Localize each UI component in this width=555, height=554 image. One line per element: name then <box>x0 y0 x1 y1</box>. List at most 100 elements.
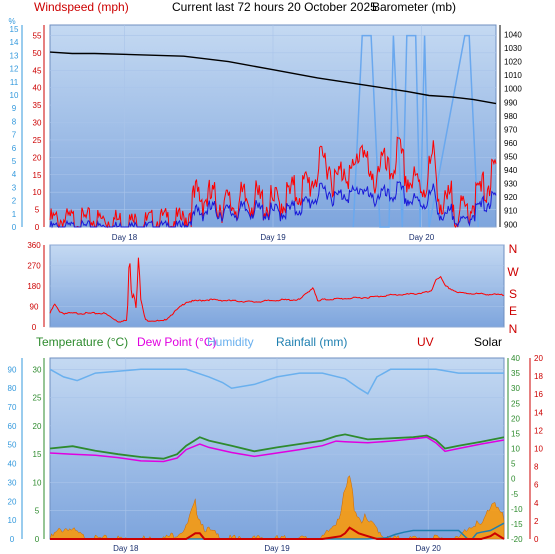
temperature-tick-label: 30 <box>33 365 42 374</box>
temperature-tick-label: 10 <box>33 478 42 487</box>
humidity-tick-label: 4 <box>12 170 17 179</box>
humidity-tick-label: 10 <box>10 91 19 100</box>
temperature-tick-label: 20 <box>33 422 42 431</box>
day-tick-label: Day 18 <box>113 544 139 553</box>
humidity-spike-line <box>352 34 479 228</box>
humidity-line <box>49 368 504 395</box>
day-tick-label: Day 19 <box>260 233 286 242</box>
pressure-line <box>49 51 497 105</box>
humidity-tick-label: 3 <box>12 183 17 192</box>
day-tick-label: Day 18 <box>112 233 138 242</box>
humidity-tick-label: 6 <box>12 144 17 153</box>
chart-title: Current last 72 hours 20 October 2025 <box>172 0 377 14</box>
humidity-tick-label: 80 <box>8 384 17 393</box>
day-tick-label: Day 20 <box>416 544 442 553</box>
uv-tick-label: 18 <box>534 372 543 381</box>
compass-label-n: N <box>509 242 518 256</box>
day-tick-label: Day 20 <box>409 233 435 242</box>
pressure-tick-label: 960 <box>504 139 518 148</box>
rain-tick-label: -10 <box>511 505 523 514</box>
rain-tick-label: 35 <box>511 369 520 378</box>
wind-average-line <box>49 181 497 229</box>
barometer-title: Barometer (mb) <box>372 0 456 14</box>
pressure-tick-label: 980 <box>504 112 518 121</box>
humidity-tick-label: 10 <box>8 516 17 525</box>
rainfall-line <box>50 522 505 540</box>
pressure-tick-label: 1040 <box>504 30 522 39</box>
uv-tick-label: 0 <box>534 535 539 544</box>
direction-tick-label: 0 <box>32 323 37 332</box>
direction-tick-label: 360 <box>27 241 41 250</box>
rain-tick-label: -20 <box>511 535 523 544</box>
wind-direction-series <box>49 257 505 323</box>
direction-tick-label: 90 <box>30 303 39 312</box>
uv-tick-label: 20 <box>534 354 543 363</box>
pressure-tick-label: 1010 <box>504 71 522 80</box>
humidity-tick-label: 8 <box>12 117 17 126</box>
wind-tick-label: 15 <box>33 171 42 180</box>
pressure-tick-label: 900 <box>504 220 518 229</box>
wind-tick-label: 0 <box>35 223 40 232</box>
compass-label-n: N <box>509 322 518 336</box>
uv-tick-label: 10 <box>534 445 543 454</box>
rain-tick-label: -5 <box>511 490 519 499</box>
pressure-tick-label: 950 <box>504 153 518 162</box>
rain-tick-label: 20 <box>511 414 520 423</box>
humidity-tick-label: 1 <box>12 210 17 219</box>
wind-tick-label: 55 <box>33 31 42 40</box>
uv-tick-label: 6 <box>534 481 539 490</box>
humidity-tick-label: 11 <box>10 78 19 87</box>
rain-tick-label: 30 <box>511 384 520 393</box>
pressure-tick-label: 910 <box>504 207 518 216</box>
pressure-tick-label: 1000 <box>504 85 522 94</box>
humidity-tick-label: 30 <box>8 478 17 487</box>
temperature-line <box>49 433 505 460</box>
humidity-legend: Humidity <box>207 335 254 349</box>
temperature-tick-label: 25 <box>33 394 42 403</box>
pressure-tick-label: 990 <box>504 98 518 107</box>
humidity-tick-label: 15 <box>10 25 19 34</box>
rain-tick-label: 15 <box>511 429 520 438</box>
day-tick-label: Day 19 <box>264 544 290 553</box>
compass-label-s: S <box>509 287 517 301</box>
wind-tick-label: 25 <box>33 136 42 145</box>
wind-direction-grid <box>50 244 504 328</box>
uv-legend: UV <box>417 335 434 349</box>
dew-point-line <box>49 436 505 463</box>
wind-tick-label: 5 <box>35 206 40 215</box>
uv-tick-label: 16 <box>534 390 543 399</box>
uv-tick-label: 12 <box>534 426 543 435</box>
pressure-tick-label: 930 <box>504 180 518 189</box>
humidity-tick-label: 5 <box>12 157 17 166</box>
compass-label-w: W <box>507 265 519 279</box>
solar-legend: Solar <box>474 335 502 349</box>
rain-tick-label: 0 <box>511 475 516 484</box>
humidity-tick-label: 0 <box>10 535 15 544</box>
dew-point-legend: Dew Point (°C) <box>137 335 216 349</box>
rain-tick-label: 5 <box>511 460 516 469</box>
wind-tick-label: 20 <box>33 153 42 162</box>
rain-tick-label: 25 <box>511 399 520 408</box>
wind-direction-line <box>49 257 505 323</box>
wind-tick-label: 35 <box>33 101 42 110</box>
humidity-tick-label: 13 <box>10 51 19 60</box>
temperature-tick-label: 15 <box>33 450 42 459</box>
humidity-axis-unit-label: % <box>8 17 15 26</box>
wind-tick-label: 10 <box>33 188 42 197</box>
humidity-tick-label: 50 <box>8 441 17 450</box>
humidity-tick-label: 14 <box>10 38 19 47</box>
wind-tick-label: 45 <box>33 66 42 75</box>
wind-direction-axes: 0 90 180 270 360 <box>27 241 45 332</box>
uv-tick-label: 2 <box>534 517 539 526</box>
temperature-legend: Temperature (°C) <box>36 335 128 349</box>
uv-tick-label: 14 <box>534 408 543 417</box>
humidity-tick-label: 2 <box>12 197 17 206</box>
humidity-tick-label: 12 <box>10 65 19 74</box>
humidity-tick-label: 40 <box>8 460 17 469</box>
rain-tick-label: 10 <box>511 445 520 454</box>
humidity-tick-label: 70 <box>8 403 17 412</box>
uv-line <box>50 526 505 540</box>
compass-label-e: E <box>509 304 517 318</box>
direction-tick-label: 180 <box>27 282 41 291</box>
temperature-tick-label: 5 <box>35 507 40 516</box>
